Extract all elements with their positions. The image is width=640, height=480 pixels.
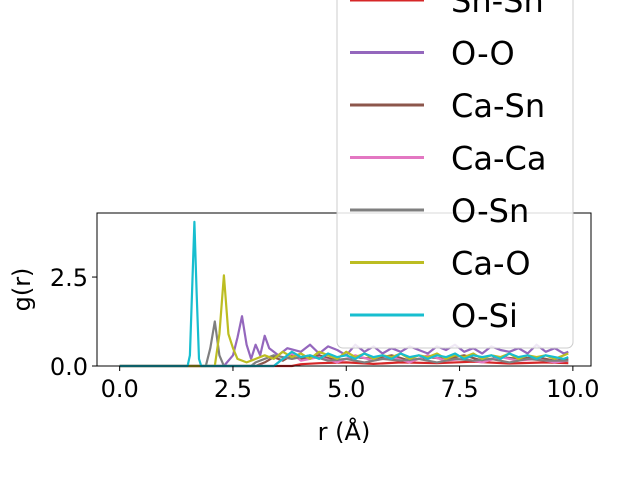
x-tick-label: 10.0: [546, 375, 599, 403]
legend-label-o-o: O-O: [451, 35, 515, 73]
x-tick-label: 2.5: [214, 375, 252, 403]
y-tick-label: 2.5: [50, 264, 88, 292]
legend-label-o-si: O-Si: [451, 297, 518, 335]
x-tick-label: 7.5: [440, 375, 478, 403]
legend-label-ca-ca: Ca-Ca: [451, 140, 546, 178]
series-line-o-sn: [119, 320, 569, 368]
series-line-sn-sn: [119, 360, 569, 368]
legend-label-ca-o: Ca-O: [451, 245, 531, 283]
legend-label-ca-sn: Ca-Sn: [451, 87, 545, 125]
x-axis-label: r (Å): [318, 417, 371, 446]
x-tick-label: 5.0: [327, 375, 365, 403]
x-axis: 0.0 2.5 5.0 7.5 10.0: [101, 366, 600, 403]
legend-label-o-sn: O-Sn: [451, 192, 529, 230]
legend: Sn-Sn O-O Ca-Sn Ca-Ca O-Sn Ca-O O-Si: [336, 0, 574, 349]
x-tick-label: 0.0: [101, 375, 139, 403]
plot-lines: [119, 220, 569, 368]
series-line-o-si: [119, 220, 569, 368]
series-line-o-o: [119, 315, 569, 368]
y-axis-label: g(r): [8, 268, 36, 312]
y-tick-label: 0.0: [50, 353, 88, 381]
legend-label-sn-sn: Sn-Sn: [451, 0, 544, 20]
y-axis: 0.0 2.5: [50, 264, 97, 381]
legend-box: [336, 0, 574, 349]
